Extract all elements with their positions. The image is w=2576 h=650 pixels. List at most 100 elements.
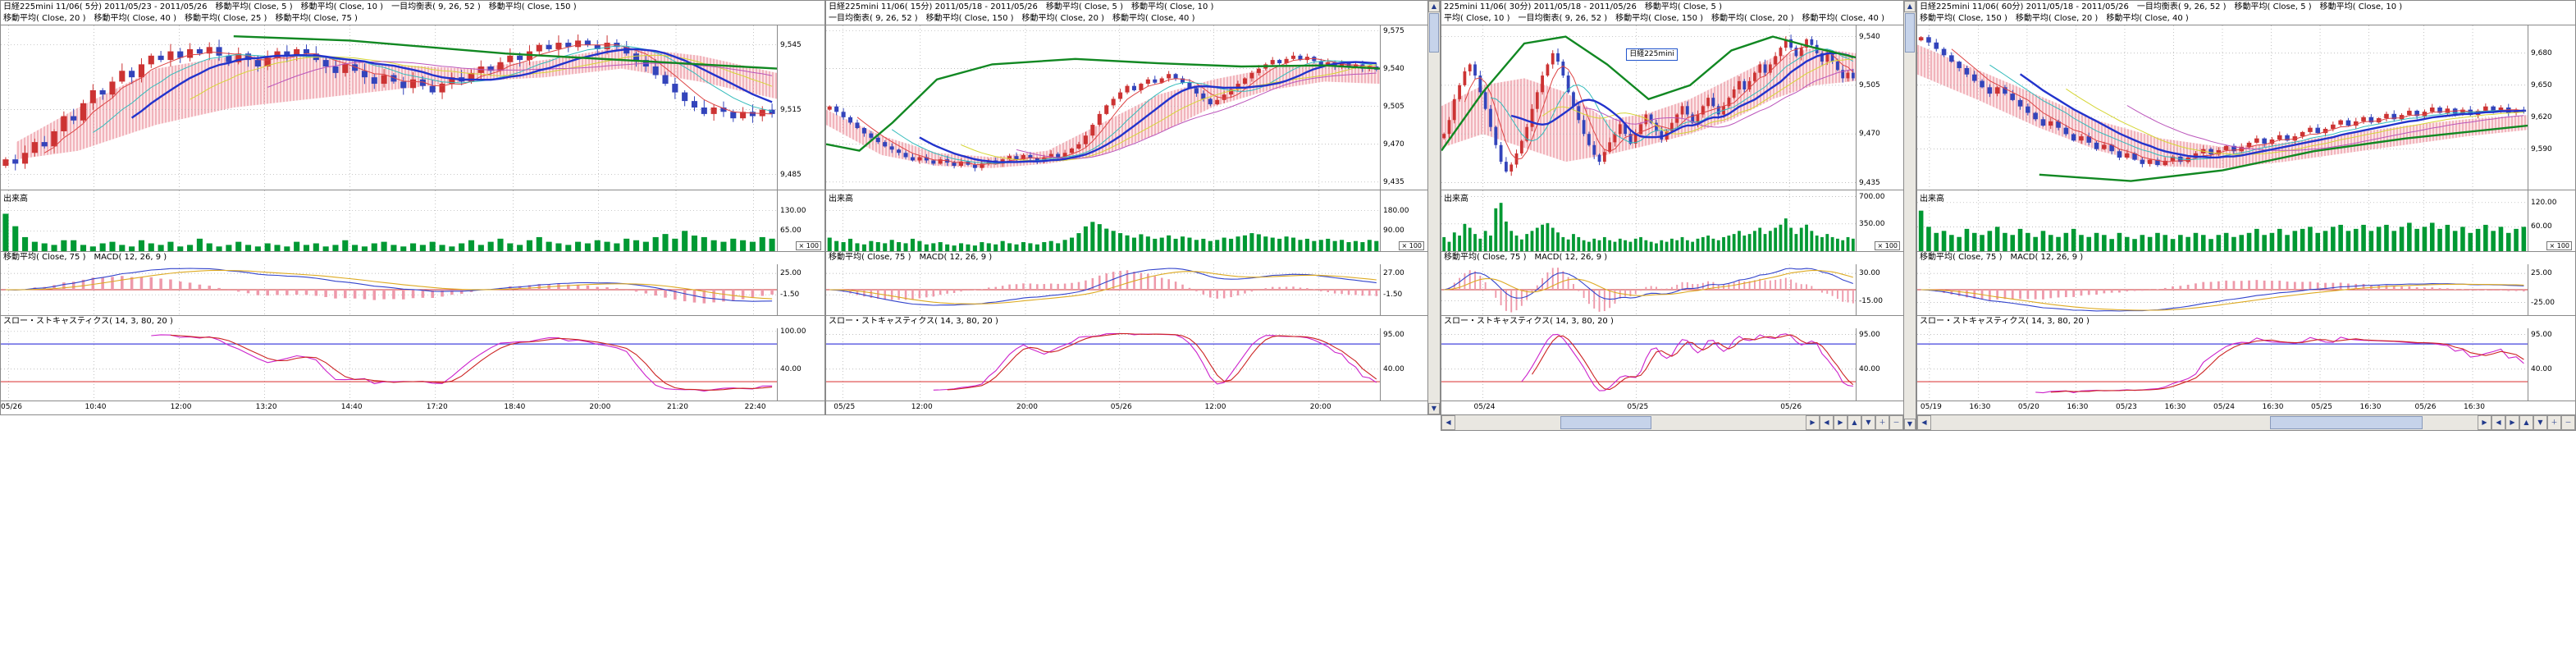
chart-nav-forward-icon[interactable]: ▶ xyxy=(1834,415,1848,430)
chart-legend-popup[interactable]: 日経225mini xyxy=(1626,48,1678,61)
scrollbar-thumb[interactable] xyxy=(1560,416,1652,429)
volume-axis: 130.00 65.00 xyxy=(777,190,824,251)
x-axis-label: 05/26 xyxy=(1780,403,1802,411)
ma-line xyxy=(43,44,773,153)
ma-lines xyxy=(1951,48,2528,182)
y-axis-label: 9,470 xyxy=(1859,130,1880,139)
scrollbar-track[interactable] xyxy=(1931,415,2478,430)
y-axis-label: 9,470 xyxy=(1383,140,1404,149)
volume-section: 出来高 130.00 65.00 × 100 xyxy=(1,190,824,252)
macd-chart[interactable] xyxy=(1917,264,2528,315)
ma-line xyxy=(5,269,773,300)
chart-nav-forward-icon[interactable]: ▶ xyxy=(2505,415,2519,430)
x-axis-label: 16:30 xyxy=(2067,403,2089,411)
stochastics-label: スロー・ストキャスティクス( 14, 3, 80, 20 ) xyxy=(829,317,998,326)
macd-section: 移動平均( Close, 75 ) MACD( 12, 26, 9 ) 27.0… xyxy=(826,252,1427,316)
chart-title-line1: 日経225mini 11/06( 5分) 2011/05/23 - 2011/0… xyxy=(3,2,577,11)
scroll-up-button[interactable]: ▲ xyxy=(1904,1,1916,12)
volume-axis: 120.00 60.00 xyxy=(2528,190,2575,251)
zoom-out-icon[interactable]: － xyxy=(1889,415,1903,430)
y-axis-label: 9,575 xyxy=(1383,26,1404,35)
y-axis-label: 95.00 xyxy=(2531,330,2552,339)
macd-chart[interactable] xyxy=(826,264,1380,315)
chart-header: 日経225mini 11/06( 5分) 2011/05/23 - 2011/0… xyxy=(1,1,824,25)
scrollbar-thumb[interactable] xyxy=(2269,416,2423,429)
ma-line xyxy=(1583,69,1853,128)
x-axis-label: 16:30 xyxy=(1969,403,1991,411)
scroll-right-button[interactable]: ▶ xyxy=(2478,415,2492,430)
scroll-up-button[interactable]: ▲ xyxy=(1428,1,1440,12)
ma-line xyxy=(130,48,773,119)
macd-chart[interactable] xyxy=(1,264,777,315)
ma-line xyxy=(1532,334,1854,391)
chart-nav-back-icon[interactable]: ◀ xyxy=(2492,415,2505,430)
scroll-down-button[interactable]: ▼ xyxy=(1428,403,1440,414)
x-axis-label: 16:30 xyxy=(2262,403,2284,411)
scrollbar-track[interactable] xyxy=(1455,415,1806,430)
stochastics-chart[interactable] xyxy=(826,328,1380,401)
x-axis-label: 14:40 xyxy=(340,403,363,411)
volume-bars xyxy=(1442,203,1855,251)
macd-label: 移動平均( Close, 75 ) MACD( 12, 26, 9 ) xyxy=(1444,253,1608,262)
y-axis-label: 9,680 xyxy=(2531,48,2552,57)
stochastics-chart[interactable] xyxy=(1,328,777,401)
stochastics-axis: 95.00 40.00 xyxy=(2528,328,2575,401)
ichimoku-cloud xyxy=(1441,48,1856,162)
price-chart[interactable] xyxy=(826,25,1380,190)
ma-line xyxy=(1464,45,1854,160)
y-axis-label: 130.00 xyxy=(780,206,806,215)
chart-nav-back-icon[interactable]: ◀ xyxy=(1820,415,1834,430)
x-axis-label: 12:00 xyxy=(1204,403,1226,411)
zoom-out-icon[interactable]: － xyxy=(2561,415,2575,430)
zoom-in-icon[interactable]: ＋ xyxy=(2547,415,2561,430)
ma-line xyxy=(1490,48,1854,144)
volume-chart[interactable] xyxy=(1917,190,2528,251)
y-axis-label: 9,435 xyxy=(1859,178,1880,187)
volume-bars xyxy=(1918,210,2527,251)
x-axis-label: 18:40 xyxy=(504,403,526,411)
macd-chart[interactable] xyxy=(1441,264,1856,315)
x-axis-label: 05/24 xyxy=(2213,403,2235,411)
y-axis-label: -15.00 xyxy=(1859,296,1884,305)
price-chart[interactable] xyxy=(1,25,777,190)
ma-line xyxy=(947,332,1377,391)
macd-section: 移動平均( Close, 75 ) MACD( 12, 26, 9 ) 30.0… xyxy=(1441,252,1903,316)
chart-title-line2: 一目均衡表( 9, 26, 52 ) 移動平均( Close, 150 ) 移動… xyxy=(829,14,1195,23)
volume-chart[interactable] xyxy=(826,190,1380,251)
stochastics-chart[interactable] xyxy=(1441,328,1856,401)
price-axis: 9,545 9,515 9,485 xyxy=(777,25,824,190)
stochastics-chart[interactable] xyxy=(1917,328,2528,401)
chart-nav-up-icon[interactable]: ▲ xyxy=(1848,415,1861,430)
y-axis-label: 60.00 xyxy=(2531,222,2552,231)
volume-label: 出来高 xyxy=(1444,191,1468,204)
stochastics-axis: 95.00 40.00 xyxy=(1380,328,1427,401)
scroll-left-button[interactable]: ◀ xyxy=(1441,415,1455,430)
price-chart[interactable] xyxy=(1917,25,2528,190)
scroll-right-button[interactable]: ▶ xyxy=(1806,415,1820,430)
y-axis-label: 25.00 xyxy=(780,269,802,278)
x-axis-label: 05/26 xyxy=(2414,403,2437,411)
vscrollbar-thumb[interactable] xyxy=(1429,13,1439,53)
chart-nav-down-icon[interactable]: ▼ xyxy=(1861,415,1875,430)
scroll-down-button[interactable]: ▼ xyxy=(1904,419,1916,430)
vscrollbar-thumb[interactable] xyxy=(1905,13,1915,53)
price-chart[interactable] xyxy=(1441,25,1856,190)
volume-chart[interactable] xyxy=(1,190,777,251)
stochastics-section: スロー・ストキャスティクス( 14, 3, 80, 20 ) 95.00 40.0… xyxy=(1917,316,2575,401)
y-axis-label: 90.00 xyxy=(1383,227,1404,236)
y-axis-label: 40.00 xyxy=(1859,364,1880,373)
volume-chart[interactable] xyxy=(1441,190,1856,251)
chart-nav-down-icon[interactable]: ▼ xyxy=(2533,415,2547,430)
volume-axis: 180.00 90.00 xyxy=(1380,190,1427,251)
chart-title-line2: 移動平均( Close, 150 ) 移動平均( Close, 20 ) 移動平… xyxy=(1920,14,2189,23)
zoom-in-icon[interactable]: ＋ xyxy=(1875,415,1889,430)
chart-header: 225mini 11/06( 30分) 2011/05/18 - 2011/05… xyxy=(1441,1,1903,25)
ma-lines xyxy=(1441,35,1856,160)
chart-window-5min: 日経225mini 11/06( 5分) 2011/05/23 - 2011/0… xyxy=(0,0,825,415)
ma-line xyxy=(5,268,773,302)
chart-nav-up-icon[interactable]: ▲ xyxy=(2519,415,2533,430)
ma-line xyxy=(151,334,773,392)
x-axis-label: 12:00 xyxy=(170,403,192,411)
price-axis: 9,680 9,650 9,620 9,590 xyxy=(2528,25,2575,190)
scroll-left-button[interactable]: ◀ xyxy=(1917,415,1931,430)
